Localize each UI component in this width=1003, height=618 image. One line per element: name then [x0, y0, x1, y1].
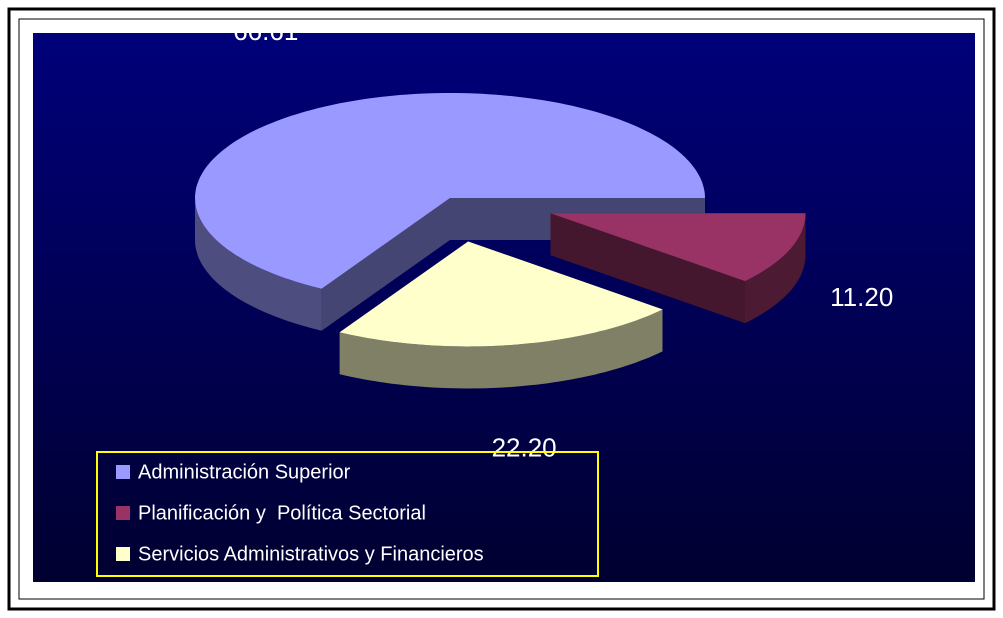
legend: Administración Superior Planificación y P… — [116, 461, 484, 565]
legend-box — [96, 451, 599, 577]
data-label: 11.20 — [830, 282, 893, 312]
slice — [550, 213, 806, 282]
legend-swatch — [116, 465, 130, 479]
slice-edge — [550, 213, 745, 324]
data-label: 22.20 — [492, 433, 557, 463]
slice — [195, 93, 705, 289]
pie — [195, 93, 806, 389]
slice-side — [195, 198, 322, 331]
data-labels: 66.61 11.20 22.20 — [233, 16, 893, 463]
legend-swatch — [116, 547, 130, 561]
slice-side — [339, 309, 663, 389]
legend-label: Administración Superior — [138, 461, 351, 483]
legend-swatch — [116, 506, 130, 520]
slice — [339, 241, 663, 347]
legend-label: Servicios Administrativos y Financieros — [138, 543, 484, 565]
slice-edge — [321, 198, 450, 331]
data-label: 66.61 — [233, 16, 298, 46]
legend-label: Planificación y Política Sectorial — [138, 502, 426, 524]
slice-side — [745, 213, 806, 324]
